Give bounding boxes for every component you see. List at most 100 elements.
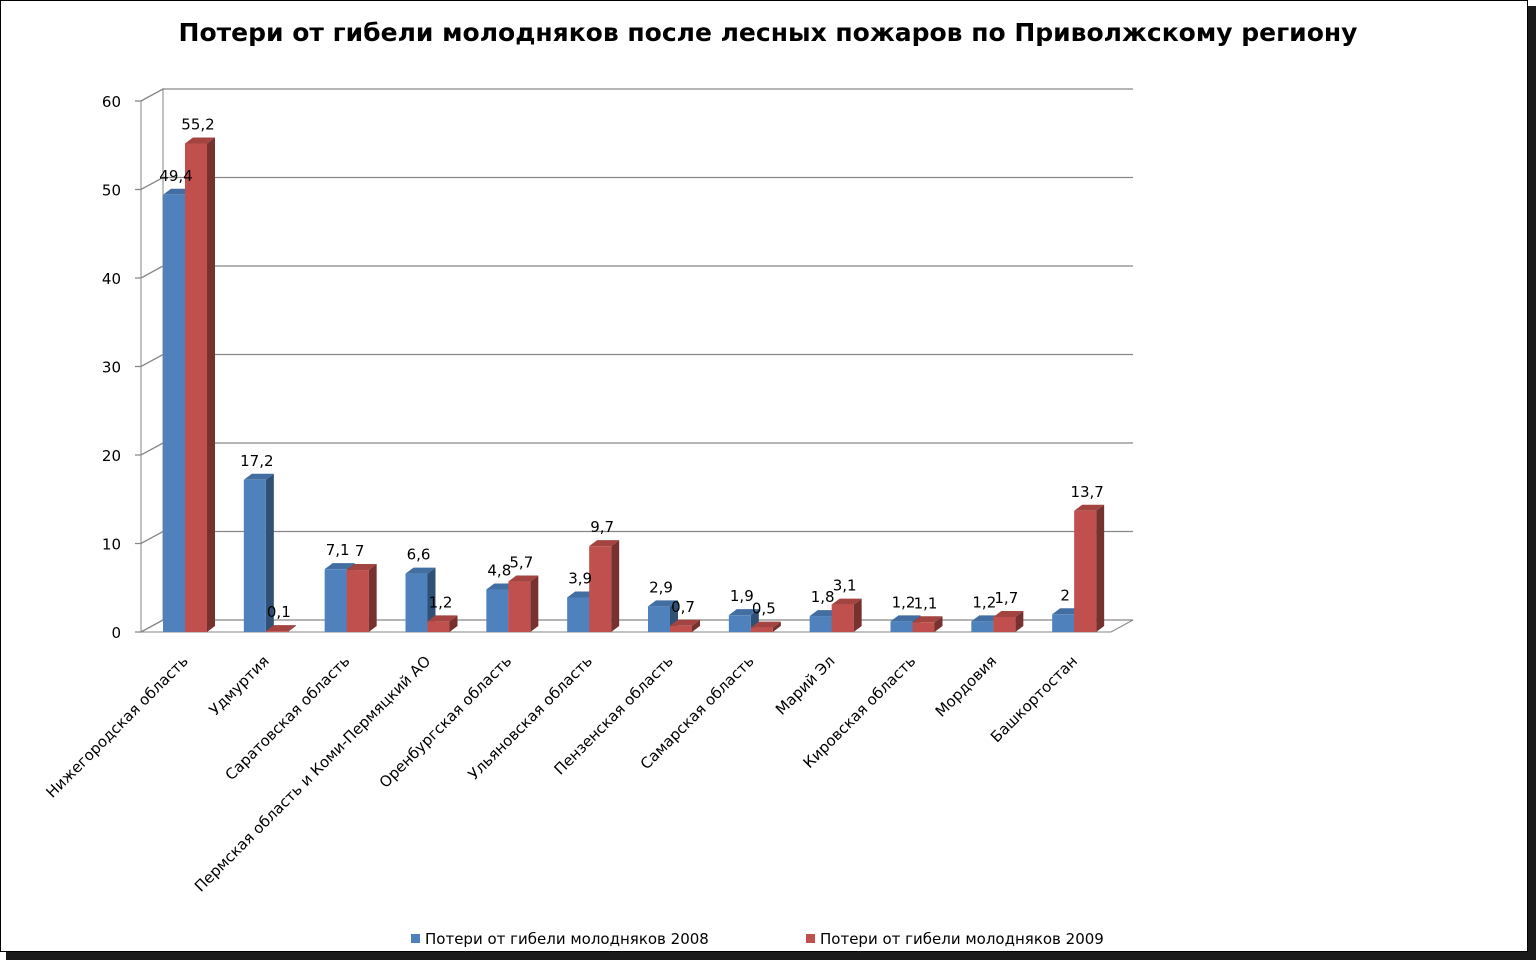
- bar-top: [1074, 504, 1105, 511]
- frame-shadow-bottom: [6, 952, 1536, 960]
- bar-top: [750, 621, 781, 628]
- gridline: [135, 176, 1133, 191]
- data-label-2009: 9,7: [590, 518, 614, 536]
- legend-label-2008: Потери от гибели молодняков 2008: [425, 930, 709, 948]
- plot-walls: [140, 88, 1134, 633]
- bar-front: [185, 143, 207, 633]
- data-label-2009: 1,1: [914, 594, 938, 612]
- bar-2008: [405, 567, 436, 632]
- bar-side: [611, 540, 620, 632]
- x-category-label: Башкортостан: [987, 652, 1081, 746]
- data-label-2008: 3,9: [568, 569, 592, 587]
- bar-2009: [750, 621, 781, 632]
- legend-item-2008: Потери от гибели молодняков 2008: [411, 930, 709, 948]
- gridline: [135, 353, 1133, 368]
- bar-front: [648, 606, 670, 632]
- bar-2009: [993, 610, 1024, 632]
- legend-swatch-2008: [411, 934, 420, 943]
- x-category-label: Марий Эл: [772, 652, 838, 718]
- data-label-2009: 55,2: [181, 115, 214, 133]
- data-label-2009: 0,1: [267, 603, 291, 621]
- bar-side: [1015, 610, 1024, 632]
- data-label-2008: 4,8: [487, 562, 511, 580]
- legend-item-2009: Потери от гибели молодняков 2009: [806, 930, 1104, 948]
- bar-top: [589, 540, 620, 547]
- bar-front: [567, 597, 590, 632]
- bar-side: [853, 598, 862, 632]
- bar-side: [265, 473, 274, 632]
- bar-front: [971, 621, 994, 632]
- bar-2009: [346, 564, 377, 632]
- bar-side: [530, 575, 539, 632]
- data-label-2009: 1,2: [429, 593, 453, 611]
- data-label-2008: 17,2: [240, 452, 273, 470]
- data-label-2008: 7,1: [326, 541, 350, 559]
- bar-top: [912, 616, 943, 623]
- bar-2009: [185, 137, 215, 633]
- bar-side: [368, 564, 377, 632]
- gridline: [135, 442, 1133, 456]
- bar-front: [670, 625, 692, 632]
- bar-2009: [912, 616, 943, 632]
- bar-2008: [648, 600, 678, 632]
- bar-top: [427, 615, 458, 622]
- bar-front: [1052, 614, 1075, 632]
- data-label-2008: 49,4: [159, 167, 192, 185]
- legend: Потери от гибели молодняков 2008 Потери …: [0, 928, 1536, 950]
- bar-side: [207, 137, 215, 633]
- bar-front: [750, 627, 773, 632]
- y-tick-label: 0: [111, 624, 121, 642]
- bar-top: [346, 564, 377, 571]
- data-label-2009: 0,7: [671, 598, 695, 616]
- x-category-label: Удмуртия: [206, 652, 273, 719]
- y-tick-label: 60: [102, 93, 121, 111]
- x-axis-labels: Нижегородская область УдмуртияСаратовская…: [42, 652, 1081, 895]
- bar-2009: [427, 615, 458, 632]
- x-category-label: Нижегородская область: [42, 652, 191, 801]
- bar-front: [243, 479, 266, 632]
- bar-top: [831, 598, 862, 605]
- bar-top: [405, 567, 436, 574]
- bar-front: [405, 573, 428, 632]
- data-label-2009: 0,5: [752, 600, 776, 618]
- legend-swatch-2009: [806, 934, 815, 943]
- y-tick-label: 40: [102, 270, 121, 288]
- bar-2009: [265, 625, 296, 632]
- bar-side: [287, 625, 296, 632]
- x-category-label: Оренбургская область: [376, 652, 515, 791]
- bar-top: [508, 575, 539, 582]
- bar-2009: [1074, 504, 1105, 632]
- bar-2009: [831, 598, 862, 632]
- bar-front: [831, 604, 854, 632]
- bars: [163, 137, 1105, 633]
- bar-side: [934, 616, 943, 632]
- bar-2008: [243, 473, 274, 632]
- bar-2009: [670, 619, 700, 632]
- gridline: [135, 88, 1133, 102]
- chart-title: Потери от гибели молодняков после лесных…: [178, 18, 1358, 47]
- data-label-2009: 3,1: [833, 577, 857, 595]
- bar-top: [670, 619, 700, 626]
- bar-top: [324, 563, 355, 570]
- legend-label-2009: Потери от гибели молодняков 2009: [820, 930, 1104, 948]
- bar-front: [1074, 510, 1097, 632]
- x-category-label: Мордовия: [932, 652, 1000, 720]
- bar-top: [890, 615, 921, 622]
- bar-side: [1096, 504, 1105, 632]
- bar-front: [265, 631, 288, 632]
- bar-side: [772, 621, 781, 632]
- data-label-2008: 6,6: [407, 546, 431, 564]
- gridline: [135, 265, 1133, 279]
- y-tick-label: 30: [102, 359, 121, 377]
- y-tick-label: 50: [102, 182, 121, 200]
- bar-front: [809, 616, 832, 632]
- bar-front: [589, 546, 612, 632]
- bar-front: [728, 615, 751, 632]
- gridlines: [135, 88, 1133, 633]
- bar-side: [427, 567, 436, 632]
- gridline: [135, 530, 1133, 545]
- bar-top: [993, 610, 1024, 617]
- bar-top: [265, 625, 296, 632]
- data-label-2008: 1,9: [730, 587, 754, 605]
